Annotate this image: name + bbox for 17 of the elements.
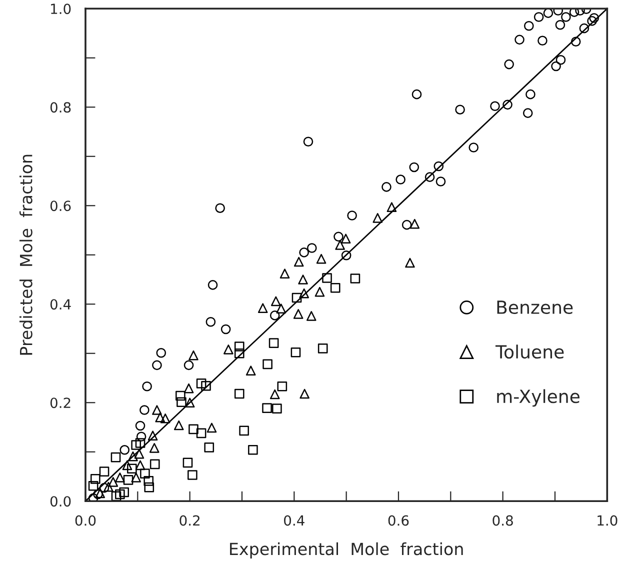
x-tick-label: 0.8: [492, 515, 513, 526]
y-tick-label: 1.0: [51, 4, 71, 14]
x-tick-label: 0.2: [180, 515, 200, 526]
y-tick-label: 0.2: [50, 398, 70, 408]
x-tick-label: 0.0: [75, 515, 96, 526]
y-tick-label: 0.4: [50, 299, 71, 310]
x-axis-title: Experimental Mole fraction: [230, 542, 463, 558]
x-tick-label: 0.4: [284, 515, 304, 526]
x-tick-label: 1.0: [598, 515, 618, 526]
legend-label: m-Xylene: [497, 389, 580, 407]
y-tick-label: 0.6: [50, 200, 71, 212]
y-axis-title: Predicted Mole fraction: [19, 154, 32, 355]
y-tick-label: 0.8: [50, 102, 71, 113]
y-tick-label: 0.0: [50, 496, 71, 507]
legend-label: Toluene: [495, 344, 564, 359]
legend-label: Benzene: [497, 300, 573, 314]
x-tick-label: 0.6: [388, 515, 409, 526]
